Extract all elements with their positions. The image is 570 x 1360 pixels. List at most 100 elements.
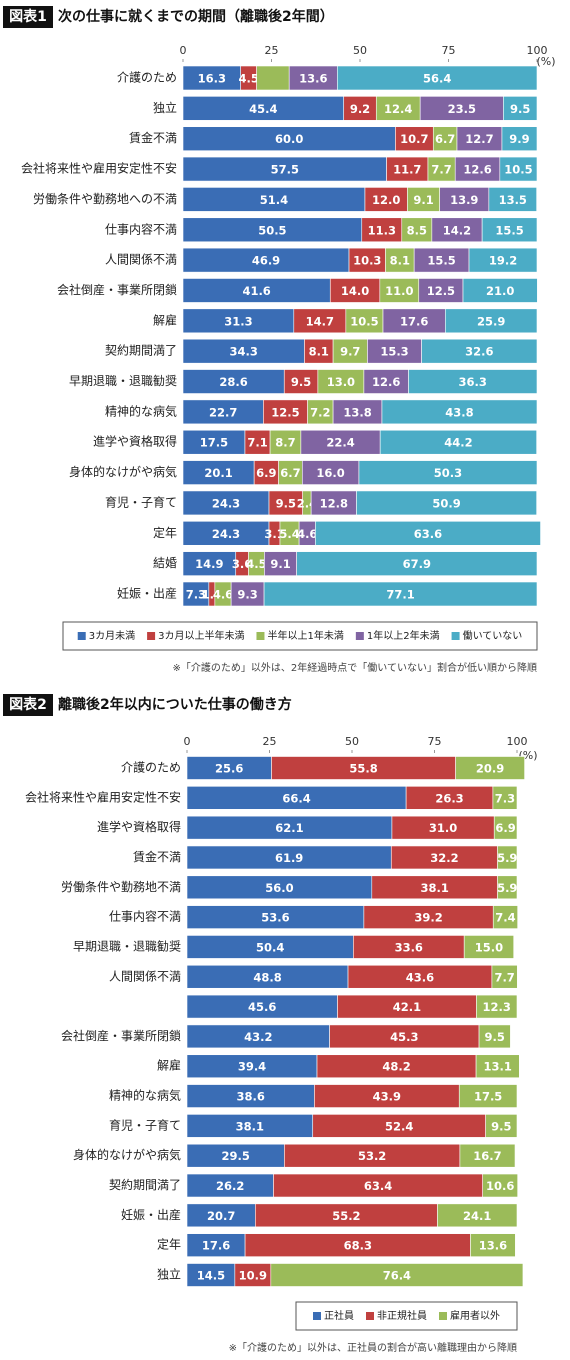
x-tick-label: 50 <box>353 44 367 57</box>
legend-label: 半年以上1年未満 <box>267 629 343 642</box>
value-label: 12.8 <box>320 496 348 510</box>
value-label: 13.8 <box>343 405 371 419</box>
value-label: 32.6 <box>465 345 493 359</box>
value-label: 3.6 <box>232 557 252 571</box>
value-label: 4.5 <box>238 72 258 86</box>
value-label: 12.7 <box>465 132 493 146</box>
bar-segment <box>182 156 387 182</box>
value-label: 17.6 <box>400 314 428 328</box>
chart-title: 次の仕事に就くまでの期間（離職後2年間） <box>58 8 334 25</box>
value-label: 63.6 <box>414 527 442 541</box>
value-label: 50.4 <box>256 940 284 954</box>
bar-segment <box>300 429 381 455</box>
category-label: 契約期間満了 <box>109 1177 181 1192</box>
bar-segment <box>427 156 456 182</box>
bar-segment <box>337 65 538 91</box>
bar-segment <box>182 429 246 455</box>
bar-segment <box>454 156 501 182</box>
value-label: 7.3 <box>495 791 515 805</box>
value-label: 61.9 <box>275 851 303 865</box>
value-label: 16.7 <box>473 1149 501 1163</box>
bar-segment <box>381 399 538 425</box>
figure-label: 図表1 <box>9 8 47 25</box>
value-label: 9.5 <box>291 375 311 389</box>
category-label: 独立 <box>153 100 177 115</box>
x-tick-label: 25 <box>265 44 279 57</box>
bar-segment <box>293 308 347 334</box>
legend-swatch <box>451 632 460 640</box>
bar-segment <box>182 247 350 273</box>
bar-segment <box>343 96 377 121</box>
value-label: 28.6 <box>219 375 247 389</box>
value-label: 32.2 <box>430 851 458 865</box>
footnote: ※「介護のため」以外は、2年経過時点で「働いていない」割合が低い順から降順 <box>173 661 537 674</box>
value-label: 63.4 <box>364 1179 392 1193</box>
bar-segment <box>263 399 308 425</box>
bar-segment <box>182 460 255 485</box>
bar-segment <box>488 187 537 212</box>
bar-segment <box>182 551 237 576</box>
value-label: 20.9 <box>476 762 504 776</box>
value-label: 56.4 <box>423 72 451 86</box>
bar-segment <box>499 156 538 182</box>
value-label: 76.4 <box>383 1269 411 1283</box>
value-label: 66.4 <box>282 791 310 805</box>
bar-segment <box>421 338 538 364</box>
value-label: 33.6 <box>395 940 423 954</box>
bar-segment <box>182 187 366 212</box>
legend-label: 正社員 <box>324 1309 354 1322</box>
value-label: 4.6 <box>297 527 317 541</box>
value-label: 13.5 <box>499 193 527 207</box>
legend-label: 雇用者以外 <box>450 1309 500 1322</box>
bar-segment <box>304 338 334 364</box>
value-label: 36.3 <box>459 375 487 389</box>
legend-swatch <box>355 632 364 640</box>
value-label: 6.7 <box>435 132 455 146</box>
bar-segment <box>431 217 483 243</box>
figure-label-box <box>3 6 53 28</box>
bar-segment <box>445 308 538 334</box>
bar-segment <box>182 338 305 364</box>
legend-swatch <box>313 1312 321 1320</box>
value-label: 10.6 <box>486 1179 514 1193</box>
value-label: 9.1 <box>270 557 290 571</box>
value-label: 9.5 <box>491 1119 511 1133</box>
value-label: 7.3 <box>186 588 206 602</box>
bar-segment <box>361 217 403 243</box>
chart-title: 離職後2年以内についた仕事の働き方 <box>58 696 292 713</box>
bar-segment <box>493 815 518 840</box>
value-label: 38.1 <box>420 881 448 895</box>
value-label: 25.6 <box>215 762 243 776</box>
value-label: 38.1 <box>236 1119 264 1133</box>
category-label: 早期退職・退職勧奨 <box>73 939 181 953</box>
value-label: 57.5 <box>271 163 299 177</box>
legend-label: 働いていない <box>463 629 523 642</box>
value-label: 12.3 <box>483 1000 511 1014</box>
value-label: 9.5 <box>276 496 296 510</box>
value-label: 23.5 <box>448 102 476 116</box>
value-label: 43.6 <box>406 970 434 984</box>
value-label: 10.5 <box>350 314 378 328</box>
value-label: 34.3 <box>230 345 258 359</box>
value-label: 50.9 <box>432 496 460 510</box>
figure-label-box <box>3 694 53 716</box>
legend-swatch <box>439 1312 447 1320</box>
category-label: 育児・子育て <box>109 1117 181 1132</box>
value-label: 15.3 <box>380 345 408 359</box>
value-label: 26.3 <box>435 791 463 805</box>
value-label: 45.6 <box>248 1000 276 1014</box>
value-label: 46.9 <box>252 254 280 268</box>
x-tick-label: 50 <box>345 735 359 748</box>
category-label: 会社将来性や雇用安定性不安 <box>21 161 177 176</box>
value-label: 9.5 <box>485 1030 505 1044</box>
bar-segment <box>456 126 503 152</box>
value-label: 9.3 <box>237 588 257 602</box>
legend-label: 3カ月以上半年未満 <box>158 629 244 642</box>
bar-segment <box>407 187 440 212</box>
value-label: 13.6 <box>479 1239 507 1253</box>
bar-segment <box>462 278 538 303</box>
bar-segment <box>244 429 271 455</box>
value-label: 25.9 <box>477 314 505 328</box>
value-label: 11.7 <box>393 163 421 177</box>
